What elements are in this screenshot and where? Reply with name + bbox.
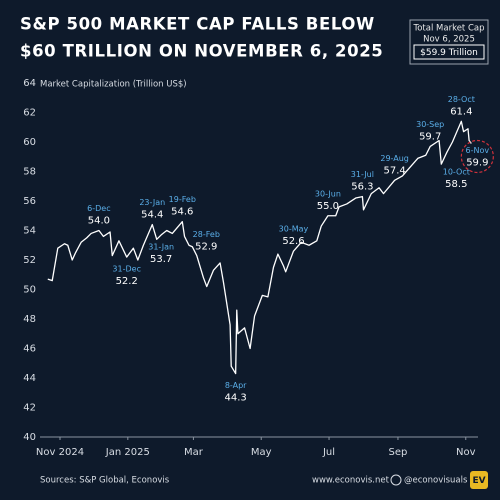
annotation-date: 23-Jan: [139, 198, 165, 207]
annotation-value: 44.3: [225, 393, 247, 404]
site: www.econovis.net: [312, 476, 390, 486]
annotation-date: 10-Oct: [443, 168, 470, 177]
annotation-date: 6-Nov: [466, 146, 490, 155]
annotation-value: 59.7: [419, 131, 441, 142]
summary-value: $59.9 Trillion: [420, 48, 478, 58]
y-tick-label: 44: [23, 373, 36, 384]
annotation-value: 55.0: [317, 201, 339, 212]
annotation-date: 30-May: [279, 225, 309, 234]
annotation-value: 52.9: [195, 242, 217, 253]
y-tick-label: 46: [23, 344, 36, 355]
series-line: [47, 120, 472, 375]
y-tick-label: 54: [23, 226, 36, 237]
x-tick-label: Nov 2024: [36, 447, 84, 458]
x-tick-label: May: [251, 447, 272, 458]
annotation-date: 28-Feb: [193, 230, 220, 239]
annotation-date: 30-Jun: [315, 189, 341, 198]
logo-text: EV: [472, 476, 485, 486]
source: Sources: S&P Global, Econovis: [40, 476, 170, 486]
annotation-value: 54.4: [141, 210, 163, 221]
annotation-value: 52.2: [116, 276, 138, 287]
y-tick-label: 58: [23, 167, 36, 178]
y-tick-label: 62: [23, 108, 36, 119]
y-tick-label: 40: [23, 432, 36, 443]
x-tick-label: Sep: [389, 447, 408, 458]
annotation-date: 6-Dec: [87, 204, 110, 213]
x-tick-label: Jul: [322, 447, 335, 458]
logo: [470, 471, 488, 489]
x-tick-label: Nov: [456, 447, 476, 458]
annotation-value: 52.6: [282, 236, 304, 247]
annotation-date: 31-Dec: [112, 265, 141, 274]
annotation-date: 19-Feb: [169, 195, 196, 204]
y-tick-label: 64: [23, 78, 36, 89]
annotation-value: 57.4: [383, 165, 405, 176]
y-tick-label: 50: [23, 285, 36, 296]
annotation-date: 31-Jul: [351, 170, 374, 179]
annotation-value: 58.5: [445, 179, 467, 190]
annotation-value: 61.4: [450, 106, 472, 117]
annotation-date: 8-Apr: [225, 381, 247, 390]
annotation-value: 53.7: [150, 254, 172, 265]
annotation-value: 59.9: [466, 157, 488, 168]
summary-inner-box: [413, 44, 485, 60]
summary-text: Nov 6, 2025: [423, 35, 475, 45]
annotation-date: 30-Sep: [416, 120, 444, 129]
chart-title: S&P 500 MARKET CAP FALLS BELOW: [20, 15, 375, 34]
y-tick-label: 48: [23, 314, 36, 325]
annotation-value: 54.0: [88, 216, 110, 227]
y-tick-label: 52: [23, 255, 36, 266]
y-axis-label: Market Capitalization (Trillion US$): [40, 80, 187, 90]
annotation-value: 54.6: [171, 207, 193, 218]
chart-title: $60 TRILLION ON NOVEMBER 6, 2025: [20, 42, 383, 61]
annotation-date: 28-Oct: [448, 95, 475, 104]
annotation-date: 29-Aug: [380, 154, 409, 163]
y-tick-label: 42: [23, 403, 36, 414]
handle: @econovisuals: [404, 476, 468, 486]
annotation-value: 56.3: [351, 182, 373, 193]
x-tick-label: Mar: [184, 447, 204, 458]
summary-text: Total Market Cap: [412, 24, 484, 34]
y-tick-label: 56: [23, 196, 36, 207]
highlight-circle: [460, 139, 494, 174]
y-tick-label: 60: [23, 137, 36, 148]
handle-icon: [390, 474, 402, 486]
summary-box: [409, 19, 489, 65]
annotation-date: 31-Jan: [148, 242, 174, 251]
x-tick-label: Jan 2025: [105, 447, 150, 458]
